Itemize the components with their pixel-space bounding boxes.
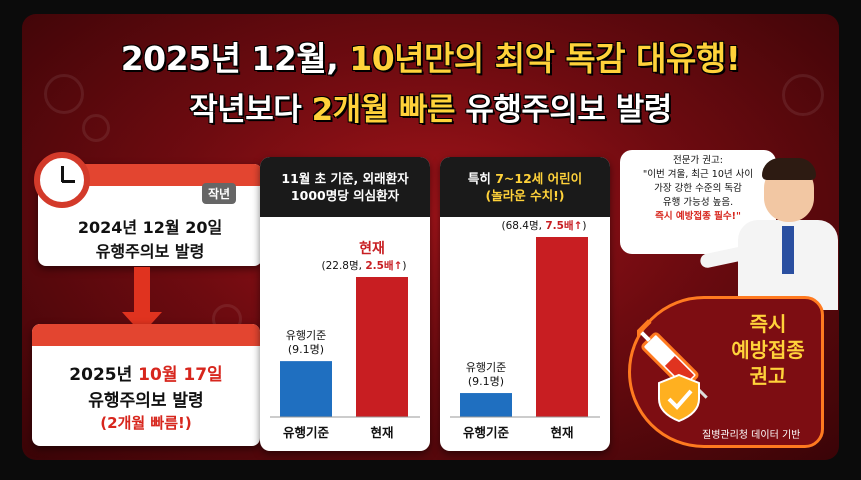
- calendar-date: 2024년 12월 20일: [77, 218, 223, 237]
- chart-panel-outpatients: 11월 초 기준, 외래환자 1000명당 의심환자 유행기준 (9.1명) 유행기…: [260, 157, 430, 451]
- clock-icon: [34, 152, 90, 208]
- syringe-icon: [637, 319, 708, 423]
- bar-label: 현재: [359, 241, 385, 257]
- calendar-date-prefix: 2025년: [69, 365, 139, 385]
- last-year-tag: 작년: [202, 183, 237, 204]
- category-tick-label: 유행기준: [463, 425, 510, 440]
- vaccination-line2: 예방접종: [731, 338, 805, 362]
- expert-line: 유행 가능성 높음.: [662, 197, 734, 208]
- chart-title-line1: 11월 초 기준, 외래환자: [281, 171, 409, 186]
- virus-icon: [782, 74, 824, 116]
- bar-value-label: (9.1명): [288, 343, 324, 356]
- source-note: 질병관리청 데이터 기반: [702, 430, 801, 441]
- calendar-this-year: 2025년 10월 17일 유행주의보 발령 (2개월 빠름!): [32, 324, 260, 446]
- subheadline-highlight: 2개월 빠른: [311, 92, 456, 128]
- bar-value-label: (68.4명, 7.5배↑): [502, 219, 587, 232]
- vaccination-badge: 즉시 예방접종 권고: [628, 296, 824, 448]
- chart-title-line2: (놀라운 수치!): [485, 188, 565, 203]
- expert-line-emphasis: 즉시 예방접종 필수!": [655, 211, 741, 222]
- vaccination-line1: 즉시: [749, 312, 787, 336]
- virus-icon: [44, 74, 84, 114]
- headline: 2025년 12월, 10년만의 최악 독감 대유행!: [22, 32, 839, 80]
- chart-title: 특히 7~12세 어린이 (놀라운 수치!): [440, 157, 610, 217]
- bar-value-label: (9.1명): [468, 375, 504, 388]
- bar-label: 유행기준: [466, 361, 506, 374]
- expert-line: 가장 강한 수준의 독감: [654, 183, 742, 194]
- doctor-tie: [782, 226, 794, 274]
- calendar-header: [38, 164, 262, 186]
- expert-line: "이번 겨울, 최근 10년 사이: [642, 169, 754, 180]
- headline-part: 2025년 12월,: [120, 39, 350, 78]
- doctor-hair: [762, 158, 816, 180]
- chart-title-prefix: 특히: [467, 171, 496, 186]
- bar-value-label: (22.8명, 2.5배↑): [322, 259, 407, 272]
- headline-highlight: 10년만의 최악 독감 대유행!: [349, 39, 741, 78]
- bar-label: 유행기준: [286, 329, 326, 342]
- chart-panel-children: 특히 7~12세 어린이 (놀라운 수치!) 유행기준(9.1명)유행기준현재(…: [440, 157, 610, 451]
- subheadline-part: 작년보다: [189, 92, 312, 128]
- category-tick-label: 현재: [370, 425, 393, 440]
- category-tick-label: 현재: [550, 425, 573, 440]
- calendar-event: 유행주의보 발령: [95, 242, 205, 261]
- calendar-date: 2025년 10월 17일: [32, 360, 260, 385]
- virus-icon: [82, 114, 110, 142]
- bar-현재: [356, 277, 408, 417]
- calendar-date-highlight: 10월 17일: [138, 365, 223, 385]
- subheadline-part-2: 유행주의보 발령: [455, 92, 672, 128]
- chart-title: 11월 초 기준, 외래환자 1000명당 의심환자: [260, 157, 430, 217]
- calendar-note: (2개월 빠름!): [100, 414, 192, 432]
- subheadline: 작년보다 2개월 빠른 유행주의보 발령: [22, 84, 839, 129]
- bar-현재: [536, 237, 588, 417]
- vaccination-text: 즉시 예방접종 권고: [713, 311, 823, 389]
- chart-title-line2: 1000명당 의심환자: [290, 188, 400, 203]
- infographic: 2025년 12월, 10년만의 최악 독감 대유행! 작년보다 2개월 빠른 …: [22, 14, 839, 460]
- chart-title-line1: 특히 7~12세 어린이: [440, 170, 610, 187]
- bar-유행기준: [280, 361, 332, 417]
- expert-title: 전문가 권고:: [673, 155, 723, 166]
- category-tick-label: 유행기준: [283, 425, 330, 440]
- calendar-event: 유행주의보 발령: [88, 391, 204, 411]
- bar-유행기준: [460, 393, 512, 417]
- chart-title-highlight: 7~12세 어린이: [495, 171, 583, 186]
- vaccination-line3: 권고: [749, 364, 787, 388]
- calendar-header: [32, 324, 260, 346]
- down-arrow-icon: [134, 267, 150, 315]
